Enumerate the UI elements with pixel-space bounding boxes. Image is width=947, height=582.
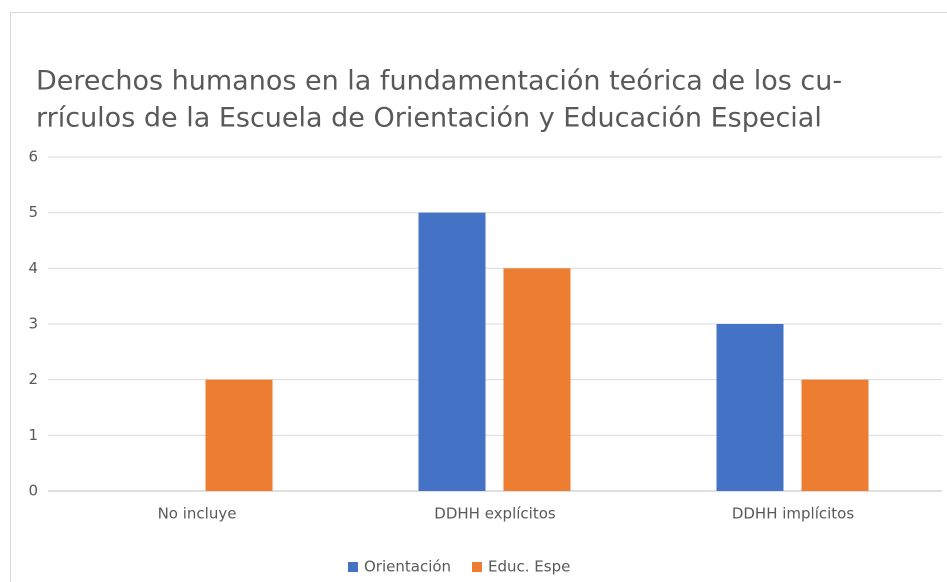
x-tick-label: DDHH implícitos: [732, 505, 855, 523]
y-tick-label: 2: [28, 370, 38, 388]
bar: [205, 379, 273, 491]
y-tick-label: 4: [28, 259, 38, 277]
y-tick-label: 0: [28, 482, 38, 500]
chart-title: Derechos humanos en la fundamentación te…: [36, 66, 842, 97]
y-tick-label: 1: [28, 426, 38, 444]
bar: [801, 379, 869, 491]
bar: [503, 268, 571, 491]
legend-swatch: [472, 562, 482, 572]
y-tick-label: 5: [28, 203, 38, 221]
x-tick-label: No incluye: [158, 505, 237, 523]
bar: [716, 324, 784, 491]
legend-swatch: [348, 562, 358, 572]
y-tick-label: 3: [28, 315, 38, 333]
bar: [418, 212, 486, 491]
chart-title: rrículos de la Escuela de Orientación y …: [36, 103, 822, 134]
legend-label: Orientación: [364, 558, 451, 576]
x-tick-label: DDHH explícitos: [434, 505, 556, 523]
y-tick-label: 6: [28, 148, 38, 166]
legend-label: Educ. Espe: [488, 558, 570, 576]
